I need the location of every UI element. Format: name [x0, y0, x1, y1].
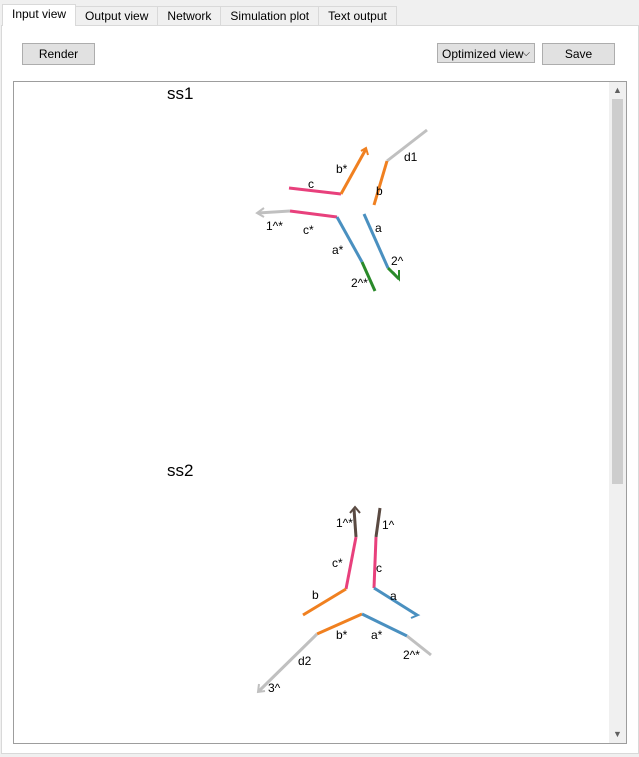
ss1-label-1-star: 1^* [266, 219, 283, 233]
ss2-domain-1-star [352, 508, 358, 538]
ss1-arrow-2 [392, 270, 400, 282]
view-mode-value: Optimized view [442, 47, 524, 61]
ss1-label-d1: d1 [404, 150, 418, 164]
render-button[interactable]: Render [22, 43, 95, 65]
vertical-scrollbar[interactable]: ▲ ▼ [609, 82, 626, 743]
ss2-label-1-star: 1^* [336, 516, 353, 530]
ss2-label-2-star: 2^* [403, 648, 420, 662]
tab-network[interactable]: Network [157, 6, 222, 26]
ss1-label-a: a [375, 221, 382, 235]
ss1-label-2-star: 2^* [351, 276, 368, 290]
tab-input-view[interactable]: Input view [2, 4, 77, 26]
tab-output-view[interactable]: Output view [75, 6, 159, 26]
ss2-domain-c [372, 536, 378, 589]
ss1-label-b: b [376, 184, 383, 198]
ss2-domain-a-star [361, 612, 408, 638]
ss1-label-b-star: b* [336, 162, 348, 176]
ss1-domain-b-star [339, 148, 368, 195]
ss2-arrow-a [409, 610, 421, 619]
ss1-domain-2-star [360, 261, 377, 292]
tab-text-output[interactable]: Text output [318, 6, 397, 26]
ss1-title: ss1 [167, 84, 193, 103]
ss2-domain-2-star [406, 634, 432, 657]
ss2-label-b: b [312, 588, 319, 602]
ss1-arrow-1-star [255, 207, 265, 218]
scroll-down-icon[interactable]: ▼ [613, 729, 622, 739]
ss2-label-3: 3^ [268, 681, 281, 695]
ss2-label-c-star: c* [332, 556, 343, 570]
ss1-domain-b [372, 160, 389, 206]
save-button[interactable]: Save [542, 43, 615, 65]
ss1-domain-c [288, 186, 342, 196]
ss2-domain-d2 [257, 632, 319, 693]
view-mode-select[interactable]: Optimized view ⌵ [437, 43, 535, 63]
input-view-panel: Render Optimized view ⌵ Save ss1 [1, 25, 639, 754]
ss2-domain-1 [374, 507, 382, 538]
ss1-label-c-star: c* [303, 223, 314, 237]
ss1-domain-d1 [386, 128, 428, 163]
ss1-domain-1-star [257, 209, 291, 215]
ss2-strands [256, 505, 432, 694]
structure-canvas: ss1 d1 b* b c c* [13, 81, 627, 744]
ss2-domain-b-star [316, 612, 363, 636]
ss2-label-b-star: b* [336, 628, 348, 642]
ss2-domain-a [373, 586, 418, 617]
tab-bar: Input view Output view Network Simulatio… [2, 4, 397, 26]
ss2-labels: 1^* 1^ c* c b a b* a* d2 2^* 3^ [268, 516, 420, 695]
ss1-domain-a [362, 213, 390, 269]
ss1-arrow-b-star [360, 146, 369, 156]
ss1-domain-a-star [335, 216, 364, 263]
chevron-down-icon: ⌵ [522, 48, 530, 59]
ss2-label-a-star: a* [371, 628, 383, 642]
ss1-domain-c-star [289, 209, 338, 219]
ss2-arrow-3 [256, 683, 266, 694]
ss1-strands [255, 128, 428, 292]
scroll-up-icon[interactable]: ▲ [613, 85, 622, 95]
ss1-label-a-star: a* [332, 243, 344, 257]
ss2-label-d2: d2 [298, 654, 312, 668]
ss2-label-c: c [376, 561, 382, 575]
ss1-label-2: 2^ [391, 254, 404, 268]
ss2-label-a: a [390, 589, 397, 603]
ss2-title: ss2 [167, 461, 193, 480]
ss2-arrow-1-star [349, 505, 361, 514]
ss2-domain-b [302, 587, 347, 617]
ss2-domain-c-star [344, 536, 358, 590]
tab-simulation-plot[interactable]: Simulation plot [220, 6, 320, 26]
structure-drawing: ss1 d1 b* b c c* [167, 84, 432, 695]
ss2-label-1: 1^ [382, 518, 395, 532]
ss1-labels: d1 b* b c c* a a* 1^* 2^ 2^* [266, 150, 418, 290]
scroll-thumb[interactable] [612, 99, 623, 484]
ss1-label-c: c [308, 177, 314, 191]
